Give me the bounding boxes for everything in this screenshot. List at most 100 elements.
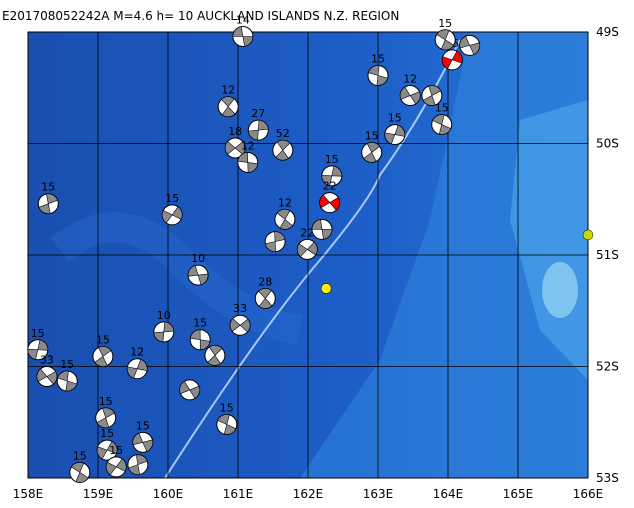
lat-label: 51S [596,248,619,262]
depth-label: 15 [99,395,113,408]
depth-label: 27 [251,107,265,120]
beachball-quadrant [297,241,318,258]
beachball-quadrant [321,165,343,186]
beachball-quadrant [96,407,115,429]
beachball [229,314,251,336]
beachball-quadrant [229,318,251,333]
depth-label: 10 [191,252,205,265]
beachball-quadrant [189,329,211,351]
beachball [264,231,286,253]
epicenter-marker [320,283,332,294]
beachball [127,454,149,476]
depth-label: 15 [136,419,150,432]
depth-label: 15 [31,327,45,340]
beachball [232,25,254,47]
beachball [311,218,333,240]
beachball [179,379,201,401]
beachball [367,64,389,86]
map-frame [27,31,589,479]
lat-label: 53S [596,471,619,485]
depth-label: 22 [323,180,337,193]
depth-label: 18 [228,125,242,138]
beachball [434,29,456,51]
beachball-quadrant [264,231,286,252]
beachball [37,193,59,215]
beachball [187,264,209,286]
depth-label: 15 [220,401,234,414]
lat-label: 50S [596,137,619,151]
beachball [96,439,118,461]
lon-label: 166E [573,487,604,501]
beachball-quadrant [436,29,455,51]
beachball [384,124,406,146]
beachball-quadrant [258,288,273,309]
depth-label: 15 [165,192,179,205]
depth-label: 33 [40,354,54,367]
beachball [56,370,78,392]
beachball-quadrant [399,86,421,105]
depth-label: 12 [130,346,144,359]
beachball [224,137,246,159]
depth-label: 22 [300,226,314,239]
beachball-quadrant [179,380,200,399]
beachball [319,192,341,214]
beachball-quadrant [363,142,381,163]
beachball-quadrant [441,50,463,70]
beachball [36,366,58,388]
beachball-quadrant [368,65,388,86]
depth-label: 15 [41,181,55,194]
beachball [321,165,343,187]
events: 1412271812521522151515121515151515101222… [27,13,594,483]
beachball [459,34,481,56]
depth-label: 15 [193,317,207,330]
beachball-quadrant [311,219,333,240]
beachball [254,287,276,309]
lon-label: 164E [433,487,464,501]
beachball-quadrant [70,462,89,483]
depth-label: 15 [371,52,385,65]
lon-label: 158E [13,487,44,501]
map-title: E201708052242A M=4.6 h= 10 AUCKLAND ISLA… [2,9,399,23]
beachball [95,407,117,429]
beachball [296,238,318,260]
beachball-quadrant [38,193,58,214]
lat-label: 49S [596,25,619,39]
beachball [189,329,211,351]
beachball [441,49,463,71]
beachball-quadrant [57,370,78,392]
beachball-quadrant [94,346,112,367]
depth-label: 12 [221,84,235,97]
lon-label: 162E [293,487,324,501]
beachball-quadrant [153,321,175,343]
depth-label: 15 [435,102,449,115]
beachball [204,344,226,366]
beachball-quadrant [36,368,58,385]
beachball [126,358,148,380]
depth-label: 12 [278,196,292,209]
beachball-quadrant [105,458,127,476]
beachball-quadrant [384,124,406,145]
depth-label: 10 [157,309,171,322]
beachball-quadrant [232,26,254,47]
beachball [361,141,383,163]
beachball [421,85,443,107]
depth-label: 12 [241,139,255,152]
depth-label: 15 [365,129,379,142]
beachball [153,321,175,343]
beachball-quadrant [128,454,148,475]
depth-label: 12 [403,73,417,86]
depth-label: 15 [388,112,402,125]
beachball-quadrant [237,152,259,173]
depth-label: 28 [258,275,272,288]
beachball [272,139,294,161]
beachball [274,208,296,230]
epicenter-marker [582,229,594,241]
beachball-quadrant [432,114,452,135]
beachball [69,461,91,483]
depth-label: 15 [438,17,452,30]
beachball [216,413,238,435]
depth-label: 33 [233,302,247,315]
beachball-quadrant [248,119,269,141]
depth-label: 52 [276,127,290,140]
